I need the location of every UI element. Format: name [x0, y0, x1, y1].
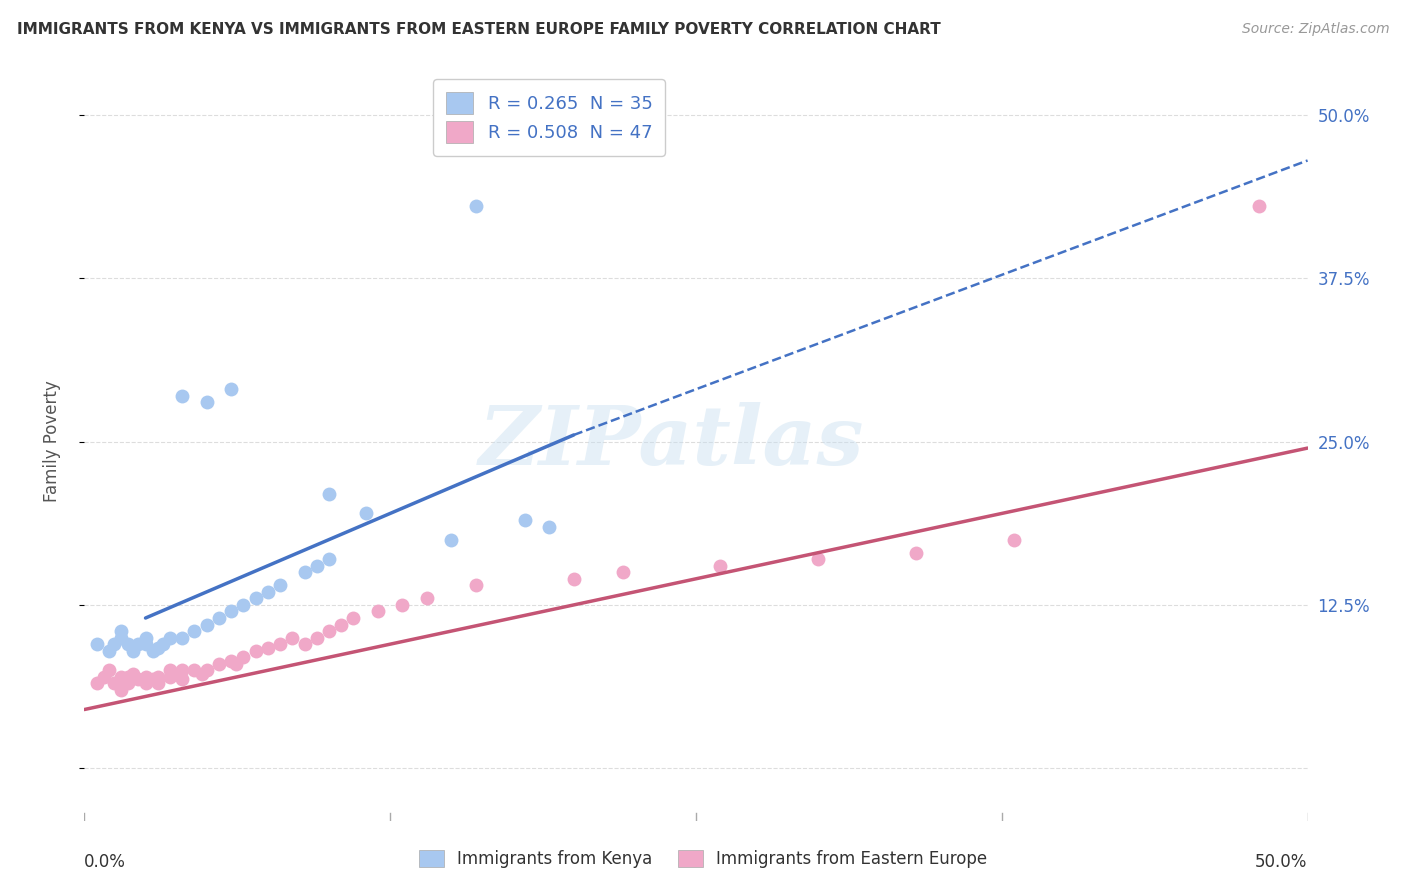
Point [183, 624, 205, 639]
Point [135, 637, 157, 651]
Point [294, 637, 316, 651]
Point [93, 670, 115, 684]
Point [97, 643, 120, 657]
Point [135, 631, 157, 645]
Point [172, 663, 194, 677]
Point [103, 637, 125, 651]
Legend: Immigrants from Kenya, Immigrants from Eastern Europe: Immigrants from Kenya, Immigrants from E… [412, 843, 994, 875]
Point [281, 631, 304, 645]
Point [172, 631, 194, 645]
Point [142, 673, 165, 687]
Point [122, 667, 145, 681]
Point [1247, 199, 1270, 213]
Point [172, 673, 194, 687]
Point [305, 558, 328, 573]
Point [513, 513, 536, 527]
Point [905, 546, 928, 560]
Point [416, 591, 439, 606]
Point [354, 507, 377, 521]
Point [97, 663, 120, 677]
Point [117, 670, 139, 684]
Point [146, 641, 169, 656]
Point [110, 624, 132, 639]
Point [86, 637, 108, 651]
Point [440, 533, 463, 547]
Point [257, 641, 280, 656]
Point [195, 617, 218, 632]
Point [538, 519, 561, 533]
Point [318, 624, 340, 639]
Point [245, 643, 267, 657]
Point [195, 395, 218, 409]
Point [159, 663, 181, 677]
Point [367, 605, 389, 619]
Point [103, 676, 125, 690]
Point [117, 637, 139, 651]
Point [294, 566, 316, 580]
Point [127, 673, 149, 687]
Text: Source: ZipAtlas.com: Source: ZipAtlas.com [1241, 22, 1389, 37]
Point [159, 631, 181, 645]
Point [232, 650, 254, 665]
Point [269, 578, 291, 592]
Point [219, 382, 242, 396]
Point [342, 611, 364, 625]
Point [135, 670, 157, 684]
Point [305, 631, 328, 645]
Point [219, 605, 242, 619]
Point [318, 552, 340, 566]
Point [135, 676, 157, 690]
Point [269, 637, 291, 651]
Y-axis label: Family Poverty: Family Poverty [42, 381, 60, 502]
Point [464, 199, 486, 213]
Point [709, 558, 731, 573]
Point [183, 663, 205, 677]
Point [330, 617, 353, 632]
Point [245, 591, 267, 606]
Point [122, 643, 145, 657]
Text: 50.0%: 50.0% [1256, 854, 1308, 871]
Point [86, 676, 108, 690]
Point [146, 670, 169, 684]
Point [172, 389, 194, 403]
Legend: R = 0.265  N = 35, R = 0.508  N = 47: R = 0.265 N = 35, R = 0.508 N = 47 [433, 79, 665, 155]
Point [110, 670, 132, 684]
Point [562, 572, 585, 586]
Point [807, 552, 830, 566]
Point [195, 663, 218, 677]
Point [391, 598, 413, 612]
Text: ZIPatlas: ZIPatlas [479, 401, 865, 482]
Point [110, 682, 132, 697]
Point [612, 566, 634, 580]
Point [146, 676, 169, 690]
Point [117, 676, 139, 690]
Point [142, 643, 165, 657]
Point [257, 585, 280, 599]
Point [127, 637, 149, 651]
Point [225, 657, 247, 671]
Point [208, 657, 231, 671]
Text: 0.0%: 0.0% [84, 854, 127, 871]
Point [464, 578, 486, 592]
Point [219, 654, 242, 668]
Point [208, 611, 231, 625]
Point [152, 637, 174, 651]
Point [159, 670, 181, 684]
Point [110, 631, 132, 645]
Point [318, 487, 340, 501]
Point [191, 667, 214, 681]
Point [1002, 533, 1025, 547]
Point [166, 667, 188, 681]
Point [232, 598, 254, 612]
Text: IMMIGRANTS FROM KENYA VS IMMIGRANTS FROM EASTERN EUROPE FAMILY POVERTY CORRELATI: IMMIGRANTS FROM KENYA VS IMMIGRANTS FROM… [17, 22, 941, 37]
